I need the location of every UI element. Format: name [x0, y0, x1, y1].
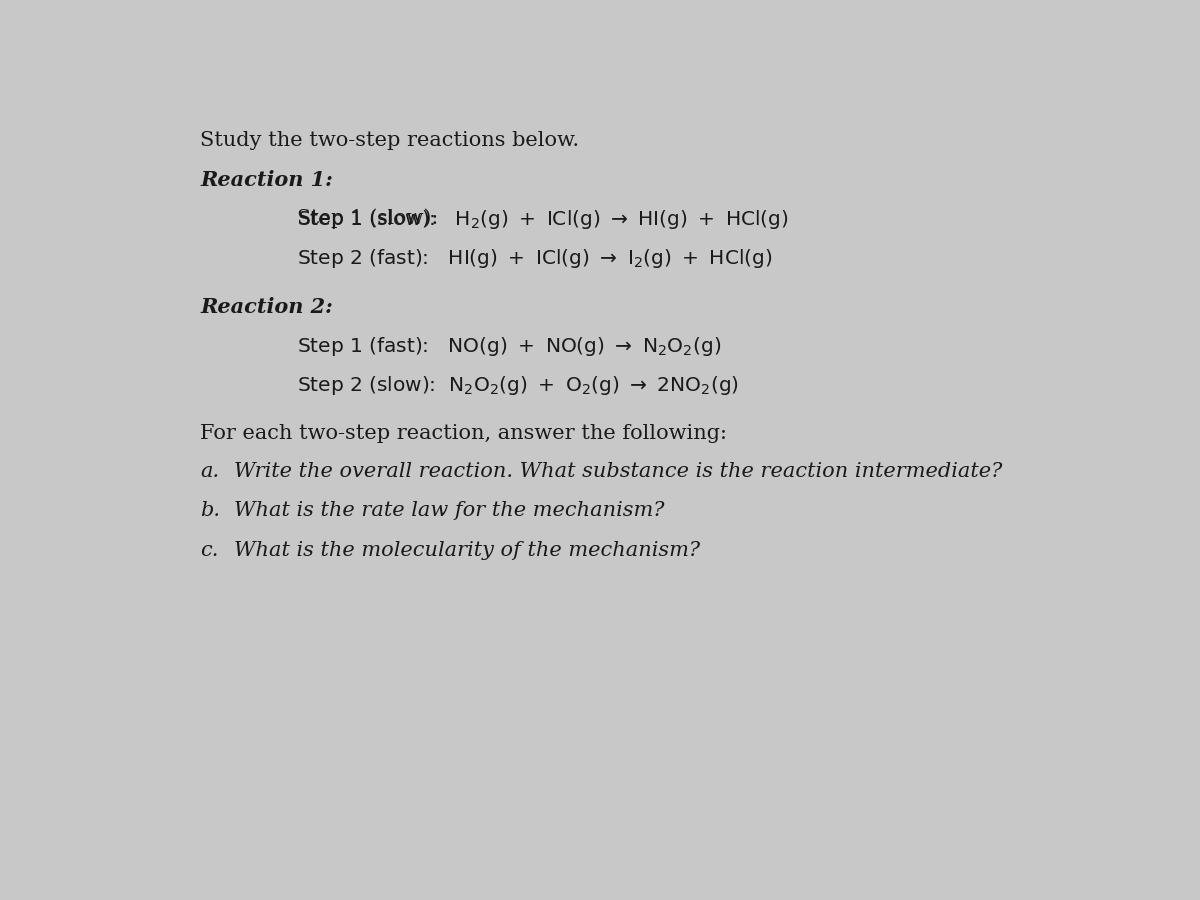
Text: Step 2 (slow):  $\mathregular{N_2O_2(g)\ +\ O_2(g)\ \rightarrow\ 2NO_2(g)}$: Step 2 (slow): $\mathregular{N_2O_2(g)\ …	[298, 374, 739, 397]
Text: c.: c.	[200, 541, 218, 560]
Text: Step 1 (slow):: Step 1 (slow):	[298, 208, 451, 228]
Text: Step 1 (slow):   $\mathregular{H_2(g)\ +\ ICl(g)\ \rightarrow\ HI(g)\ +\ HCl(g)}: Step 1 (slow): $\mathregular{H_2(g)\ +\ …	[298, 208, 788, 231]
Text: Reaction 1:: Reaction 1:	[200, 169, 334, 190]
Text: a.: a.	[200, 463, 220, 482]
Text: Step 1 (fast):   $\mathregular{NO(g)\ +\ NO(g)\ \rightarrow\ N_2O_2(g)}$: Step 1 (fast): $\mathregular{NO(g)\ +\ N…	[298, 335, 721, 358]
Text: What is the molecularity of the mechanism?: What is the molecularity of the mechanis…	[234, 541, 700, 560]
Text: What is the rate law for the mechanism?: What is the rate law for the mechanism?	[234, 500, 665, 519]
Text: b.: b.	[200, 500, 221, 519]
Text: Reaction 2:: Reaction 2:	[200, 297, 334, 317]
Text: Step 2 (fast):   $\mathregular{HI(g)\ +\ ICl(g)\ \rightarrow\ I_2(g)\ +\ HCl(g)}: Step 2 (fast): $\mathregular{HI(g)\ +\ I…	[298, 247, 773, 270]
Text: For each two-step reaction, answer the following:: For each two-step reaction, answer the f…	[200, 424, 727, 443]
Text: Study the two-step reactions below.: Study the two-step reactions below.	[200, 131, 580, 150]
Text: Write the overall reaction. What substance is the reaction intermediate?: Write the overall reaction. What substan…	[234, 463, 1002, 482]
